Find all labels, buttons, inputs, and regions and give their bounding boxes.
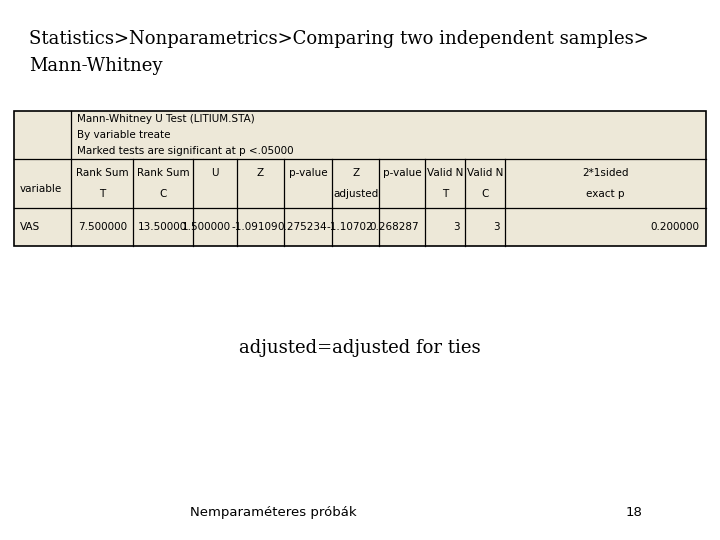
Text: T: T (442, 190, 448, 199)
Text: adjusted: adjusted (333, 190, 379, 199)
Text: 13.50000: 13.50000 (138, 222, 187, 232)
Text: Marked tests are significant at p <.05000: Marked tests are significant at p <.0500… (77, 146, 294, 156)
Text: Nemparaméteres próbák: Nemparaméteres próbák (190, 507, 357, 519)
Text: 18: 18 (625, 507, 642, 519)
Text: By variable treate: By variable treate (77, 130, 171, 140)
Text: Valid N: Valid N (467, 168, 503, 178)
Text: VAS: VAS (20, 222, 40, 232)
Text: Mann-Whitney: Mann-Whitney (29, 57, 162, 75)
Text: 0.275234: 0.275234 (277, 222, 327, 232)
Text: 1.500000: 1.500000 (182, 222, 231, 232)
Text: -1.10702: -1.10702 (327, 222, 374, 232)
Text: Rank Sum: Rank Sum (76, 168, 128, 178)
Text: Rank Sum: Rank Sum (137, 168, 189, 178)
Text: 3: 3 (453, 222, 459, 232)
Text: exact p: exact p (586, 190, 625, 199)
Text: Z: Z (352, 168, 359, 178)
Text: C: C (482, 190, 489, 199)
Text: 2*1sided: 2*1sided (582, 168, 629, 178)
Text: -1.09109: -1.09109 (232, 222, 278, 232)
Text: 3: 3 (492, 222, 500, 232)
Text: 0.200000: 0.200000 (651, 222, 700, 232)
Text: Valid N: Valid N (427, 168, 463, 178)
Text: T: T (99, 190, 105, 199)
Text: p-value: p-value (383, 168, 421, 178)
Text: variable: variable (20, 185, 63, 194)
Text: C: C (159, 190, 167, 199)
Text: adjusted=adjusted for ties: adjusted=adjusted for ties (239, 339, 481, 357)
Text: 0.268287: 0.268287 (369, 222, 419, 232)
Text: Statistics>Nonparametrics>Comparing two independent samples>: Statistics>Nonparametrics>Comparing two … (29, 30, 649, 48)
Text: p-value: p-value (289, 168, 328, 178)
Text: Z: Z (257, 168, 264, 178)
Text: 7.500000: 7.500000 (78, 222, 127, 232)
Text: Mann-Whitney U Test (LITIUM.STA): Mann-Whitney U Test (LITIUM.STA) (77, 114, 255, 124)
Text: U: U (211, 168, 219, 178)
